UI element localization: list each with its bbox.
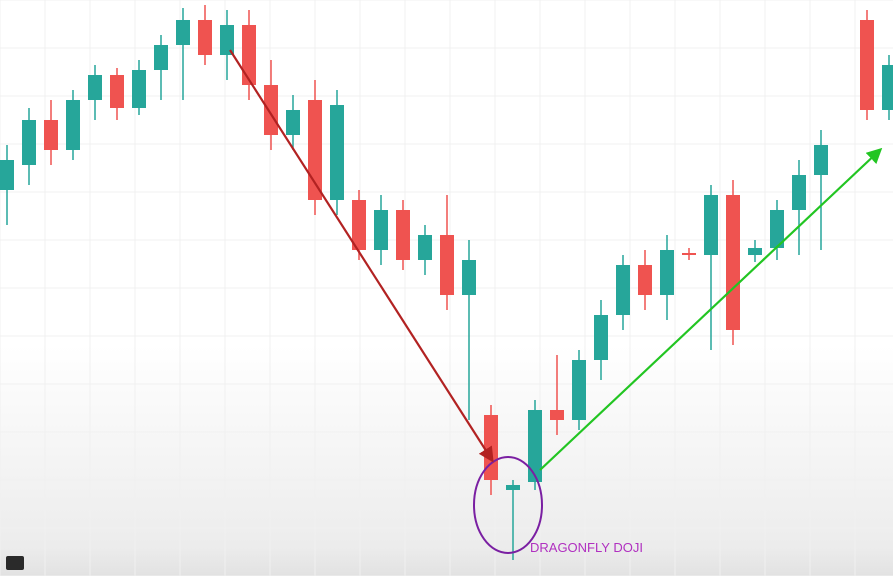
candle-body xyxy=(462,260,476,295)
candlestick-chart: DRAGONFLY DOJI xyxy=(0,0,893,576)
platform-watermark xyxy=(6,556,24,570)
candle-body xyxy=(242,25,256,85)
candle-body xyxy=(88,75,102,100)
candles-group xyxy=(0,5,893,560)
candle-body xyxy=(418,235,432,260)
candle-body xyxy=(594,315,608,360)
candle-body xyxy=(0,160,14,190)
candle-body xyxy=(682,253,696,255)
candle-body xyxy=(22,120,36,165)
candle-body xyxy=(154,45,168,70)
candle-body xyxy=(286,110,300,135)
candle-body xyxy=(66,100,80,150)
candle-body xyxy=(110,75,124,108)
candle-body xyxy=(220,25,234,55)
candle-body xyxy=(528,410,542,482)
candle-body xyxy=(704,195,718,255)
candle-body xyxy=(44,120,58,150)
candle-body xyxy=(748,248,762,255)
candle-body xyxy=(484,415,498,480)
candle-body xyxy=(572,360,586,420)
candle-body xyxy=(330,105,344,200)
candle-body xyxy=(506,485,520,490)
chart-svg xyxy=(0,0,893,576)
candle-body xyxy=(638,265,652,295)
dragonfly-doji-label: DRAGONFLY DOJI xyxy=(530,540,643,555)
candle-body xyxy=(440,235,454,295)
candle-body xyxy=(550,410,564,420)
candle-body xyxy=(396,210,410,260)
dragonfly-doji-ellipse xyxy=(474,457,542,553)
candle-body xyxy=(660,250,674,295)
candle-body xyxy=(198,20,212,55)
candle-body xyxy=(616,265,630,315)
annotations-group xyxy=(230,50,880,553)
candle-body xyxy=(176,20,190,45)
candle-body xyxy=(264,85,278,135)
candle-body xyxy=(132,70,146,108)
candle-body xyxy=(814,145,828,175)
candle-body xyxy=(726,195,740,330)
candle-body xyxy=(860,20,874,110)
candle-body xyxy=(374,210,388,250)
candle-body xyxy=(792,175,806,210)
candle-body xyxy=(882,65,893,110)
